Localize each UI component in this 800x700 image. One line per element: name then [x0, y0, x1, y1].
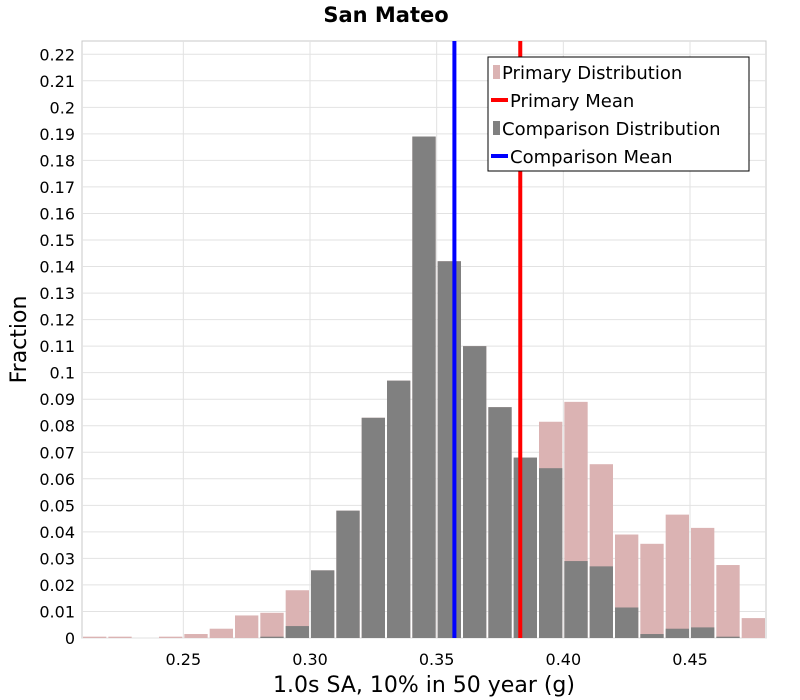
y-tick-label: 0.1 [50, 364, 75, 383]
legend: Primary Distribution Primary Mean Comparis… [487, 56, 750, 172]
y-tick-label: 0.02 [39, 576, 75, 595]
comparison-bar [260, 636, 284, 638]
y-tick-label: 0.03 [39, 549, 75, 568]
comparison-bar [387, 380, 411, 638]
comparison-bar [640, 634, 664, 638]
primary-bar [83, 636, 107, 638]
comparison-mean-legend-label: Comparison Mean [510, 147, 673, 168]
comparison-bar [285, 626, 309, 638]
y-tick-label: 0.2 [50, 98, 75, 117]
primary-distribution-swatch [493, 65, 500, 79]
primary-bar [184, 634, 208, 638]
x-tick-label: 0.35 [419, 650, 455, 669]
x-axis-label: 1.0s SA, 10% in 50 year (g) [273, 673, 575, 698]
y-tick-label: 0.06 [39, 470, 75, 489]
y-tick-label: 0.22 [39, 45, 75, 64]
comparison-bar [463, 346, 487, 638]
legend-box [487, 56, 750, 172]
y-tick-label: 0.07 [39, 443, 75, 462]
comparison-bar [488, 407, 512, 638]
y-tick-label: 0.15 [39, 231, 75, 250]
primary-bar [108, 636, 132, 638]
comparison-bar [311, 570, 335, 638]
y-tick-label: 0.17 [39, 178, 75, 197]
y-tick-label: 0.04 [39, 523, 75, 542]
comparison-bar [336, 510, 360, 638]
x-tick-label: 0.40 [546, 650, 582, 669]
y-tick-label: 0.18 [39, 151, 75, 170]
comparison-bar [716, 636, 740, 638]
y-axis-label: Fraction [7, 296, 32, 384]
comparison-bar [691, 627, 715, 638]
y-tick-label: 0.08 [39, 417, 75, 436]
comparison-bar [437, 261, 461, 638]
comparison-distribution-swatch [493, 121, 500, 135]
y-axis-ticks: 0 0.01 0.02 0.03 0.04 0.05 0.06 0.07 0.08 0.09 0.1… [39, 45, 75, 648]
y-tick-label: 0.14 [39, 258, 75, 277]
primary-bar [640, 543, 664, 638]
y-tick-label: 0 [65, 629, 75, 648]
primary-bar [741, 618, 765, 638]
y-tick-label: 0.16 [39, 204, 75, 223]
primary-bar [209, 628, 233, 638]
y-tick-label: 0.21 [39, 72, 75, 91]
x-tick-label: 0.45 [672, 650, 708, 669]
x-axis-ticks: 0.25 0.30 0.35 0.40 0.45 [166, 650, 708, 669]
primary-bar [260, 612, 284, 638]
chart-title: San Mateo [323, 3, 448, 27]
x-tick-label: 0.25 [166, 650, 202, 669]
comparison-bar [589, 566, 613, 638]
primary-bar [691, 527, 715, 638]
comparison-bar [361, 417, 385, 638]
comparison-bar [513, 457, 537, 638]
y-tick-label: 0.01 [39, 602, 75, 621]
comparison-bar [665, 628, 689, 638]
primary-bar [235, 615, 259, 638]
y-tick-label: 0.19 [39, 125, 75, 144]
primary-bar [716, 565, 740, 638]
comparison-bar [564, 561, 588, 638]
primary-distribution-legend-label: Primary Distribution [502, 63, 682, 84]
comparison-bar [412, 136, 436, 638]
y-tick-label: 0.13 [39, 284, 75, 303]
primary-bar [665, 514, 689, 638]
y-tick-label: 0.09 [39, 390, 75, 409]
y-tick-label: 0.12 [39, 311, 75, 330]
primary-bar [159, 636, 183, 638]
y-tick-label: 0.05 [39, 496, 75, 515]
primary-mean-legend-label: Primary Mean [510, 91, 634, 112]
comparison-distribution-legend-label: Comparison Distribution [502, 119, 721, 140]
comparison-bar [615, 607, 639, 638]
comparison-bar [539, 468, 563, 638]
y-tick-label: 0.11 [39, 337, 75, 356]
x-tick-label: 0.30 [292, 650, 328, 669]
